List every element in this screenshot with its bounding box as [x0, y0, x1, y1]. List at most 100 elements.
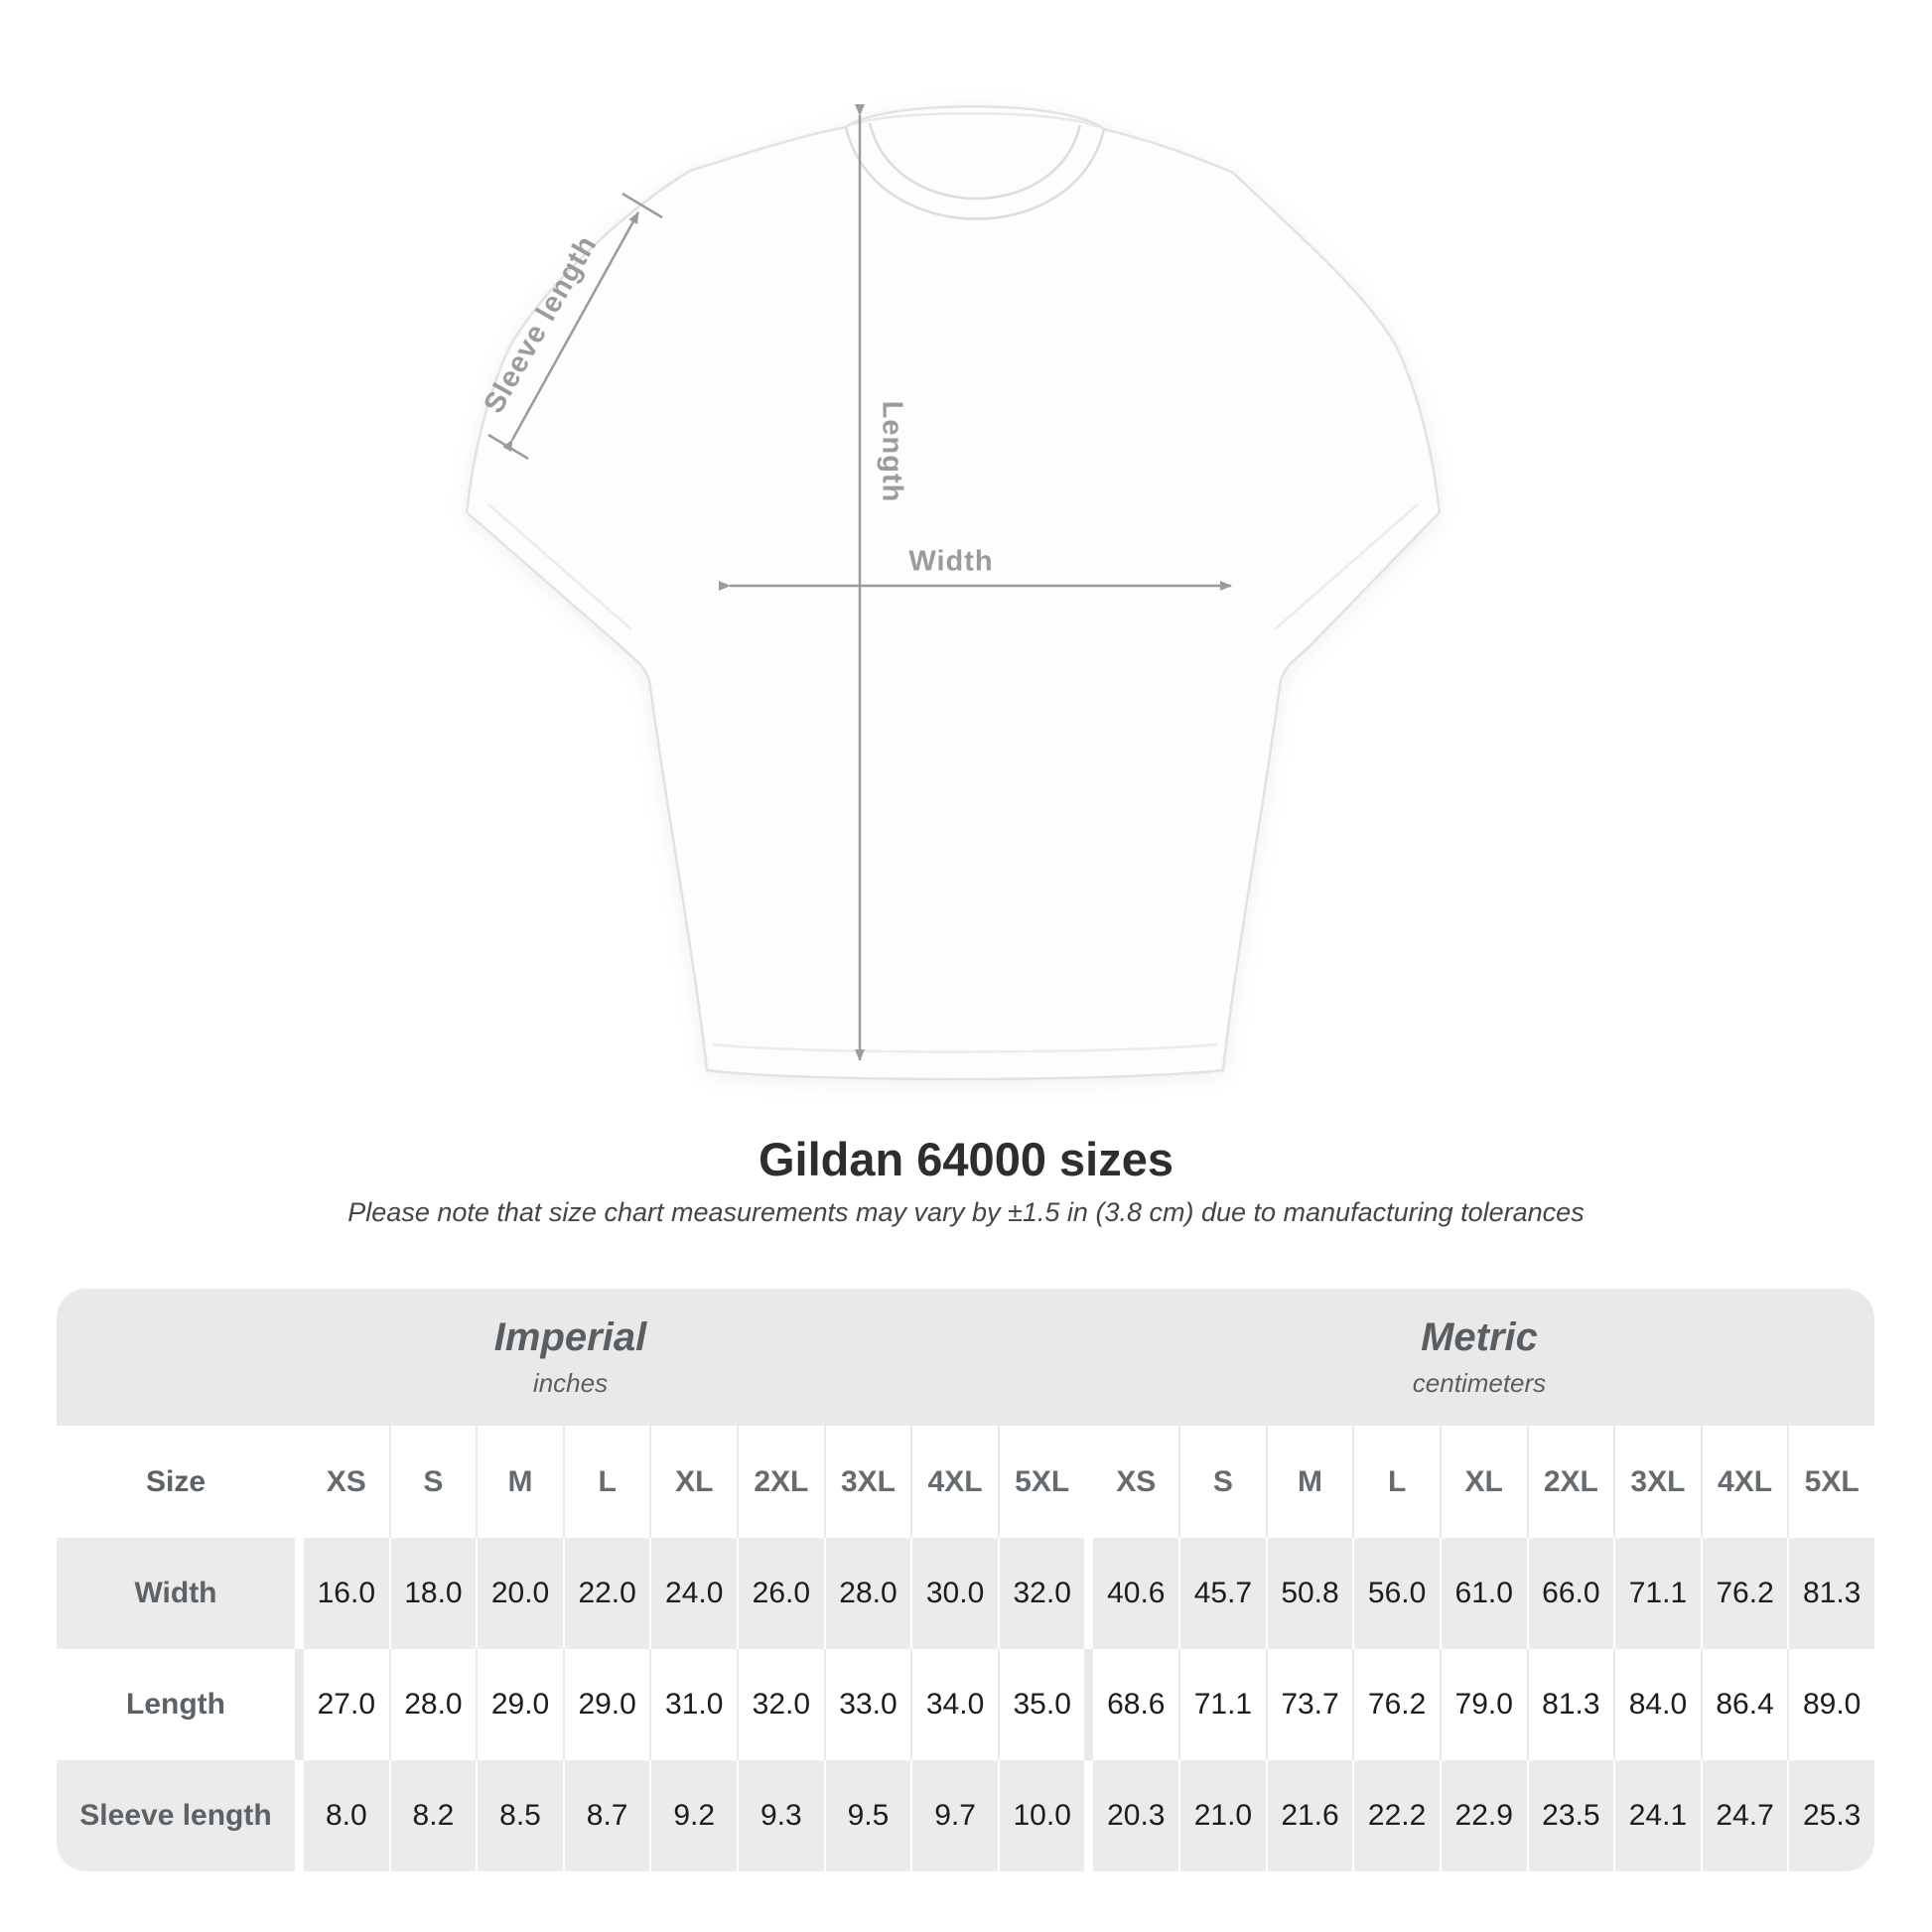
- metric-group-header: Metric centimeters: [1084, 1289, 1874, 1426]
- size-column-header: 5XL: [997, 1426, 1085, 1538]
- size-column-header: 4XL: [910, 1426, 998, 1538]
- size-column-header: XL: [649, 1426, 738, 1538]
- table-cell: 31.0: [649, 1649, 738, 1760]
- width-label: Width: [908, 545, 994, 578]
- table-cell: 28.0: [388, 1649, 477, 1760]
- table-cell: 21.6: [1265, 1760, 1353, 1871]
- size-column-header: XS: [295, 1426, 389, 1538]
- table-cell: 81.3: [1526, 1649, 1614, 1760]
- table-cell: 22.0: [562, 1538, 650, 1649]
- tolerance-note: Please note that size chart measurements…: [347, 1197, 1585, 1227]
- table-cell: 79.0: [1439, 1649, 1527, 1760]
- table-cell: 20.3: [1084, 1760, 1179, 1871]
- size-column-header: 3XL: [823, 1426, 911, 1538]
- metric-label: Metric: [1421, 1315, 1538, 1359]
- table-cell: 23.5: [1526, 1760, 1614, 1871]
- table-row: Width 16.0 18.0 20.0 22.0 24.0 26.0 28.0 30.0 32.…: [57, 1538, 1874, 1649]
- tshirt-diagram: Sleeve length Length Width: [465, 104, 1442, 1081]
- table-cell: 9.3: [737, 1760, 824, 1871]
- table-cell: 33.0: [823, 1649, 911, 1760]
- table-cell: 8.5: [476, 1760, 563, 1871]
- unit-group-header: Imperial inches Metric centimeters: [57, 1289, 1874, 1426]
- table-cell: 61.0: [1439, 1538, 1527, 1649]
- table-cell: 56.0: [1352, 1538, 1440, 1649]
- measurement-lines: [487, 104, 1232, 1061]
- length-label: Length: [876, 400, 908, 503]
- tshirt-stitching: [487, 503, 1419, 1053]
- table-cell: 28.0: [823, 1538, 911, 1649]
- table-cell: 81.3: [1787, 1538, 1874, 1649]
- table-cell: 21.0: [1178, 1760, 1266, 1871]
- page-title: Gildan 64000 sizes: [758, 1133, 1174, 1185]
- imperial-label: Imperial: [493, 1315, 647, 1359]
- table-cell: 45.7: [1178, 1538, 1266, 1649]
- tshirt-body: [465, 105, 1442, 1081]
- table-cell: 71.1: [1178, 1649, 1266, 1760]
- table-cell: 66.0: [1526, 1538, 1614, 1649]
- table-cell: 86.4: [1700, 1649, 1788, 1760]
- size-column-header: 4XL: [1700, 1426, 1788, 1538]
- table-cell: 8.0: [295, 1760, 389, 1871]
- size-column-header: M: [1265, 1426, 1353, 1538]
- imperial-unit: inches: [532, 1368, 609, 1398]
- table-header-row: Size XS S M L XL 2XL 3XL 4XL 5XL XS S M L XL 2XL 3XL 4XL…: [57, 1426, 1874, 1538]
- table-row: Sleeve length 8.0 8.2 8.5 8.7 9.2 9.3 9.5 9.7 10.…: [57, 1760, 1874, 1871]
- table-cell: 24.7: [1700, 1760, 1788, 1871]
- tshirt-illustration: [465, 104, 1442, 1081]
- table-cell: 27.0: [295, 1649, 389, 1760]
- table-cell: 32.0: [737, 1649, 824, 1760]
- table-cell: 89.0: [1787, 1649, 1874, 1760]
- metric-unit: centimeters: [1412, 1368, 1547, 1398]
- table-row: Length 27.0 28.0 29.0 29.0 31.0 32.0 33.0 34.0 35…: [57, 1649, 1874, 1760]
- table-cell: 73.7: [1265, 1649, 1353, 1760]
- table-cell: 50.8: [1265, 1538, 1353, 1649]
- size-column-header: 5XL: [1787, 1426, 1874, 1538]
- size-column-header: L: [562, 1426, 650, 1538]
- size-header-label: Size: [57, 1426, 295, 1538]
- row-label: Length: [57, 1649, 295, 1760]
- sleeve-end-tick: [487, 433, 529, 461]
- table-cell: 22.9: [1439, 1760, 1527, 1871]
- size-table: Imperial inches Metric centimeters Size …: [57, 1289, 1874, 1871]
- table-cell: 34.0: [910, 1649, 998, 1760]
- size-column-header: XL: [1439, 1426, 1527, 1538]
- table-cell: 9.7: [910, 1760, 998, 1871]
- tshirt-collar: [844, 112, 1106, 220]
- table-cell: 18.0: [388, 1538, 477, 1649]
- size-column-header: L: [1352, 1426, 1440, 1538]
- table-cell: 10.0: [997, 1760, 1085, 1871]
- table-cell: 9.2: [649, 1760, 738, 1871]
- table-cell: 30.0: [910, 1538, 998, 1649]
- table-cell: 22.2: [1352, 1760, 1440, 1871]
- row-label: Width: [57, 1538, 295, 1649]
- table-cell: 29.0: [562, 1649, 650, 1760]
- table-cell: 24.1: [1613, 1760, 1701, 1871]
- table-cell: 35.0: [997, 1649, 1085, 1760]
- size-column-header: S: [388, 1426, 477, 1538]
- row-label: Sleeve length: [57, 1760, 295, 1871]
- size-column-header: 3XL: [1613, 1426, 1701, 1538]
- sleeve-end-tick: [621, 192, 663, 219]
- size-column-header: 2XL: [1526, 1426, 1614, 1538]
- table-cell: 8.2: [388, 1760, 477, 1871]
- table-cell: 20.0: [476, 1538, 563, 1649]
- size-column-header: XS: [1084, 1426, 1179, 1538]
- table-cell: 76.2: [1352, 1649, 1440, 1760]
- table-cell: 16.0: [295, 1538, 389, 1649]
- table-cell: 26.0: [737, 1538, 824, 1649]
- table-cell: 76.2: [1700, 1538, 1788, 1649]
- table-cell: 9.5: [823, 1760, 911, 1871]
- table-cell: 40.6: [1084, 1538, 1179, 1649]
- size-column-header: M: [476, 1426, 563, 1538]
- table-cell: 24.0: [649, 1538, 738, 1649]
- table-cell: 68.6: [1084, 1649, 1179, 1760]
- sleeve-length-arrow: [502, 211, 640, 453]
- table-cell: 8.7: [562, 1760, 650, 1871]
- size-column-header: S: [1178, 1426, 1266, 1538]
- table-cell: 29.0: [476, 1649, 563, 1760]
- table-cell: 32.0: [997, 1538, 1085, 1649]
- size-column-header: 2XL: [737, 1426, 824, 1538]
- table-cell: 71.1: [1613, 1538, 1701, 1649]
- imperial-group-header: Imperial inches: [57, 1289, 1084, 1426]
